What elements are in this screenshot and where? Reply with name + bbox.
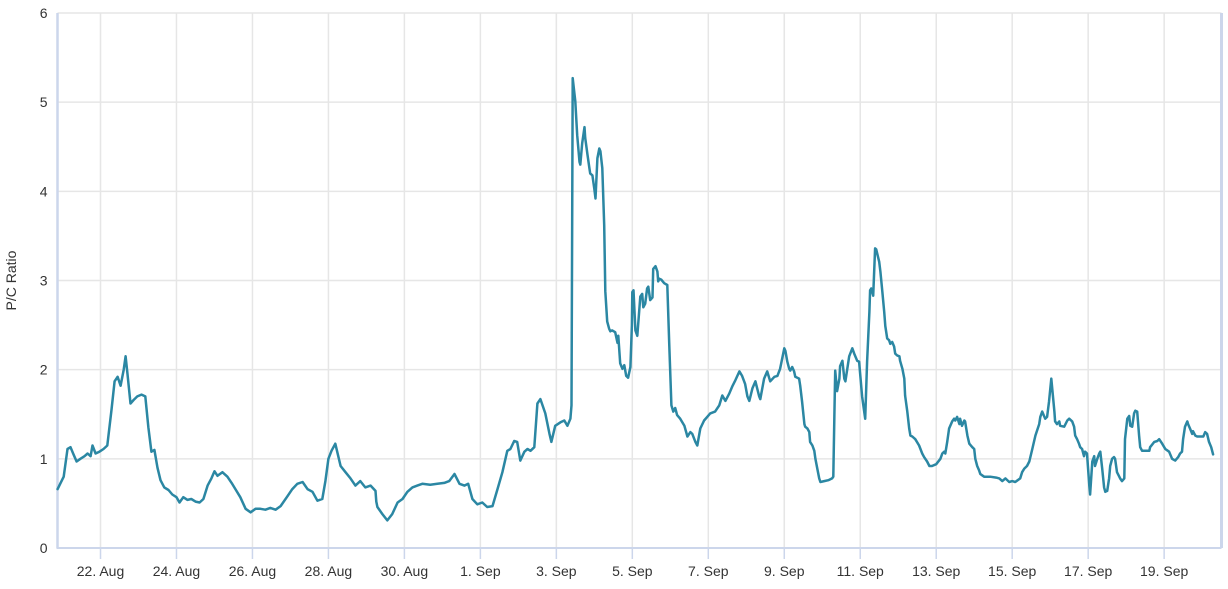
x-tick-label: 30. Aug [381, 563, 429, 579]
y-tick-label: 1 [40, 451, 48, 467]
y-tick-label: 3 [40, 273, 48, 289]
x-tick-label: 28. Aug [305, 563, 353, 579]
y-tick-label: 0 [40, 540, 48, 556]
x-tick-label: 22. Aug [77, 563, 125, 579]
series-line-pc-ratio[interactable] [56, 76, 1215, 522]
x-tick-label: 15. Sep [988, 563, 1036, 579]
y-tick-label: 2 [40, 362, 48, 378]
x-tick-label: 5. Sep [612, 563, 653, 579]
x-tick-label: 9. Sep [764, 563, 805, 579]
x-tick-label: 24. Aug [153, 563, 201, 579]
x-tick-label: 1. Sep [460, 563, 501, 579]
y-tick-label: 5 [40, 94, 48, 110]
x-tick-label: 17. Sep [1064, 563, 1112, 579]
x-tick-label: 11. Sep [837, 563, 884, 579]
y-axis-title: P/C Ratio [3, 250, 19, 310]
x-tick-label: 19. Sep [1140, 563, 1188, 579]
y-tick-label: 6 [40, 5, 48, 21]
y-tick-label: 4 [40, 183, 48, 199]
x-tick-label: 7. Sep [688, 563, 729, 579]
x-tick-label: 26. Aug [229, 563, 277, 579]
x-tick-label: 3. Sep [536, 563, 577, 579]
x-tick-label: 13. Sep [912, 563, 960, 579]
